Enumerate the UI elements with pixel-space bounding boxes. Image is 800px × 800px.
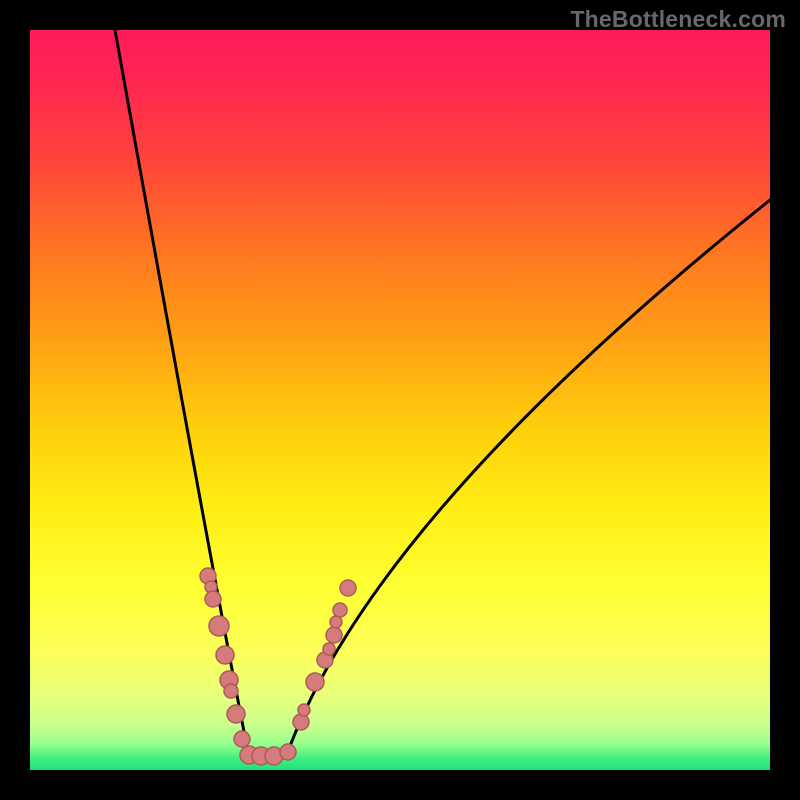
watermark-label: TheBottleneck.com — [570, 6, 786, 33]
data-point — [293, 714, 309, 730]
data-point — [333, 603, 347, 617]
data-point — [216, 646, 234, 664]
curve-layer — [30, 30, 770, 770]
data-point — [326, 627, 342, 643]
data-point — [340, 580, 356, 596]
data-point — [227, 705, 245, 723]
data-point — [205, 591, 221, 607]
data-point — [306, 673, 324, 691]
plot-area — [30, 30, 770, 770]
data-point — [234, 731, 250, 747]
data-point — [209, 616, 229, 636]
data-point — [323, 643, 335, 655]
data-markers — [200, 568, 356, 765]
chart-container: TheBottleneck.com — [0, 0, 800, 800]
data-point — [224, 684, 238, 698]
data-point — [280, 744, 296, 760]
data-point — [330, 616, 342, 628]
data-point — [298, 704, 310, 716]
bottleneck-curve — [115, 30, 770, 760]
